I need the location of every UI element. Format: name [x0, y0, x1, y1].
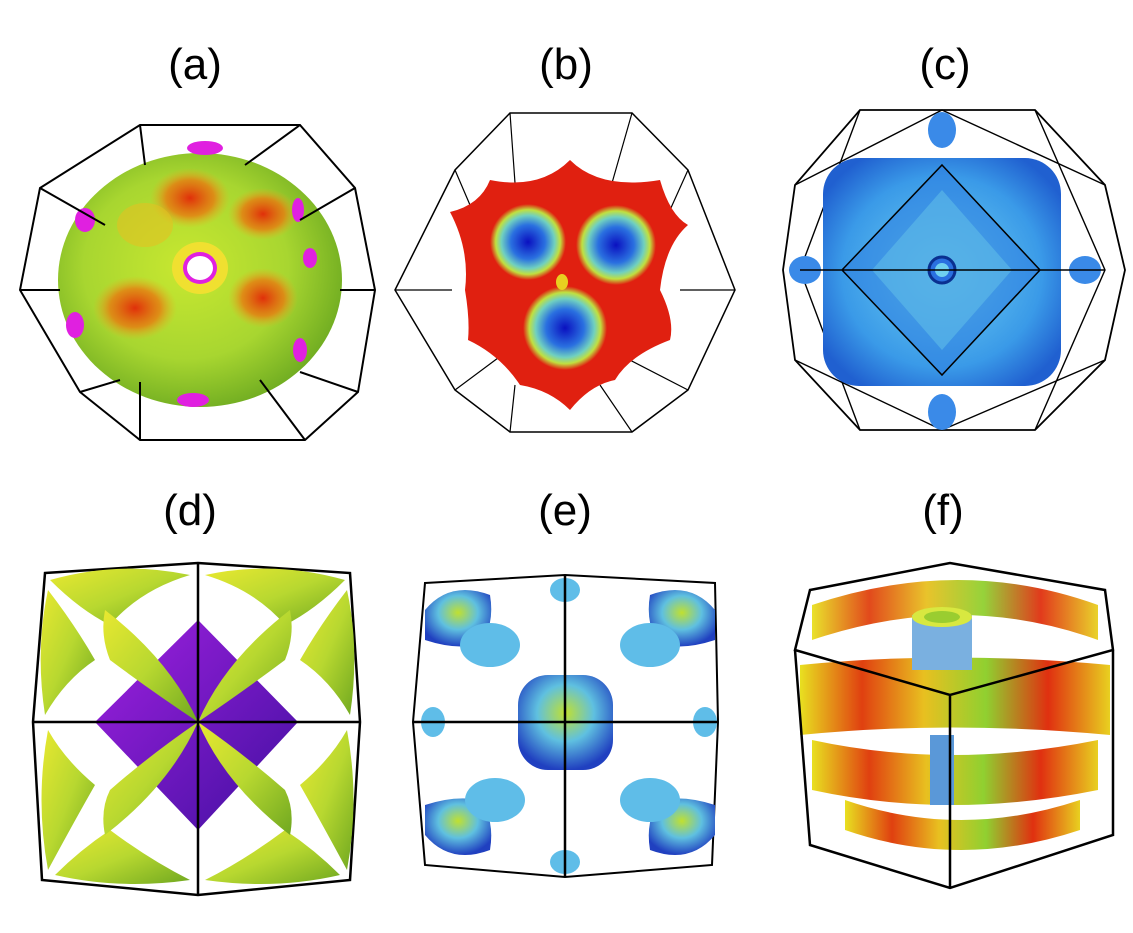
panel-label-c: (c)	[919, 40, 971, 89]
panel-a-bz-inner-lines	[20, 124, 375, 441]
panel-d-fermi-petals	[40, 568, 355, 884]
panel-label-b: (b)	[539, 40, 593, 89]
panel-b-bz-inner-lines	[395, 112, 735, 433]
panel-d-bz-outline	[31, 561, 362, 897]
panel-f-figure	[793, 561, 1115, 890]
panel-d-figure	[31, 561, 362, 897]
panel-label-f: (f)	[922, 486, 964, 535]
panel-a-fermi-sphere	[58, 141, 342, 407]
panel-label-d: (d)	[163, 486, 217, 535]
panel-e-figure	[411, 573, 720, 879]
panel-label-e: (e)	[538, 486, 592, 535]
panel-f-bz-frame	[793, 561, 1115, 890]
panel-e-fermi-pockets	[421, 578, 717, 874]
panel-label-a: (a)	[168, 40, 222, 89]
panel-d-axes	[33, 563, 360, 895]
panel-e-bz-outline	[411, 573, 720, 879]
panel-b-fermi-star	[450, 160, 688, 410]
panel-e-axes	[413, 575, 718, 877]
panel-b-figure	[394, 112, 736, 433]
panel-c-figure	[782, 109, 1126, 431]
panel-a-figure	[18, 124, 377, 441]
panel-f-fermi-sheets	[800, 580, 1110, 850]
